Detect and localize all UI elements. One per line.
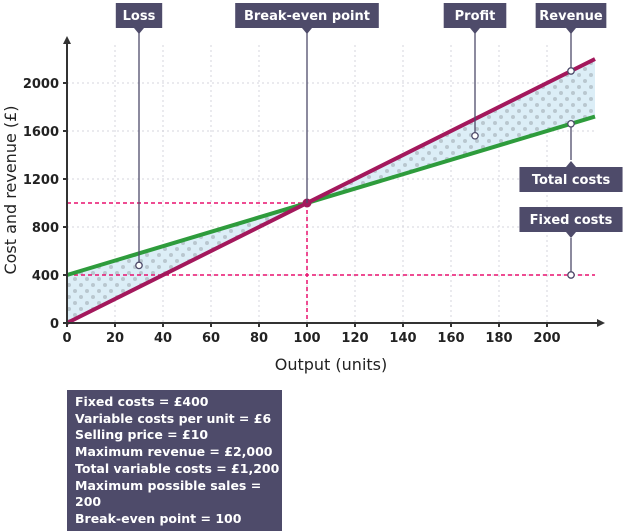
info-line: Variable costs per unit = £6 [75, 410, 272, 426]
y-tick-label: 800 [32, 221, 59, 236]
x-tick-label: 60 [202, 331, 220, 346]
revenue-line [66, 57, 596, 325]
x-tick-label: 80 [250, 331, 268, 346]
callout-loss-box [115, 3, 163, 28]
callout-profit-pointer [470, 28, 480, 34]
y-tick-label: 2000 [23, 77, 59, 92]
x-axis-arrow [597, 319, 605, 327]
axes: 0 20 40 60 80 100 120 140 160 180 2000400800120016… [23, 36, 605, 346]
callout-fixed-costs-label: Fixed costs [530, 213, 613, 228]
callout-break-even-point-label: Break-even point [244, 9, 370, 24]
x-tick-label: 100 [293, 331, 320, 346]
info-line: Maximum revenue = £2,000 [75, 444, 273, 460]
callout-fixed-costs-pointer [566, 232, 576, 238]
break-even-chart: 0 20 40 60 80 100 120 140 160 180 2000400800120016… [1, 3, 623, 374]
callout-fixed-costs-marker [567, 271, 575, 279]
info-line: Fixed costs = £400 [75, 394, 209, 409]
x-tick-label: 140 [389, 331, 416, 346]
info-box: Fixed costs = £400 Variable costs per un… [67, 390, 282, 531]
y-tick-label: 1200 [23, 173, 59, 188]
x-tick-label: 20 [106, 331, 124, 346]
series-lines [66, 57, 596, 325]
y-tick-label: 1600 [23, 125, 59, 140]
info-line: Selling price = £10 [75, 427, 209, 443]
x-tick-label: 200 [533, 331, 560, 346]
callout-profit-label: Profit [455, 9, 496, 24]
callout-revenue-label: Revenue [539, 9, 603, 24]
callout-break-even-point-pointer [302, 28, 312, 34]
y-axis-arrow [63, 36, 71, 44]
callout-loss-marker [135, 261, 143, 270]
x-tick-label: 120 [341, 331, 368, 346]
callout-loss-label: Loss [123, 9, 156, 24]
info-line: Total variable costs = £1,200 [75, 460, 280, 476]
callout-profit-box [443, 3, 507, 28]
callout-loss-pointer [134, 28, 144, 34]
y-tick-label: 400 [32, 269, 59, 284]
callout-total-costs-box [519, 167, 623, 192]
callout-fixed-costs-box [519, 207, 623, 232]
callouts: Loss Break-even point Profit Revenue Total c… [115, 3, 623, 279]
x-tick-label: 160 [437, 331, 464, 346]
y-axis-label: Cost and revenue (£) [1, 105, 20, 274]
callout-total-costs-marker [567, 119, 575, 128]
info-line: Break-even point = 100 [75, 510, 242, 526]
callout-total-costs-pointer [566, 161, 576, 167]
callout-profit-marker [471, 131, 479, 140]
y-tick-label: 0 [50, 317, 59, 332]
x-tick-label: 180 [485, 331, 512, 346]
info-line: Maximum possible sales = 200 [75, 477, 262, 510]
callout-break-even-point-box [235, 3, 379, 28]
x-axis-label: Output (units) [275, 355, 387, 374]
x-tick-label: 40 [154, 331, 172, 346]
callout-revenue-box [535, 3, 607, 28]
callout-revenue-pointer [566, 28, 576, 34]
total-costs-line [66, 114, 596, 277]
callout-revenue-marker [567, 67, 575, 75]
callout-total-costs-label: Total costs [532, 173, 611, 188]
x-tick-label: 0 [62, 331, 71, 346]
